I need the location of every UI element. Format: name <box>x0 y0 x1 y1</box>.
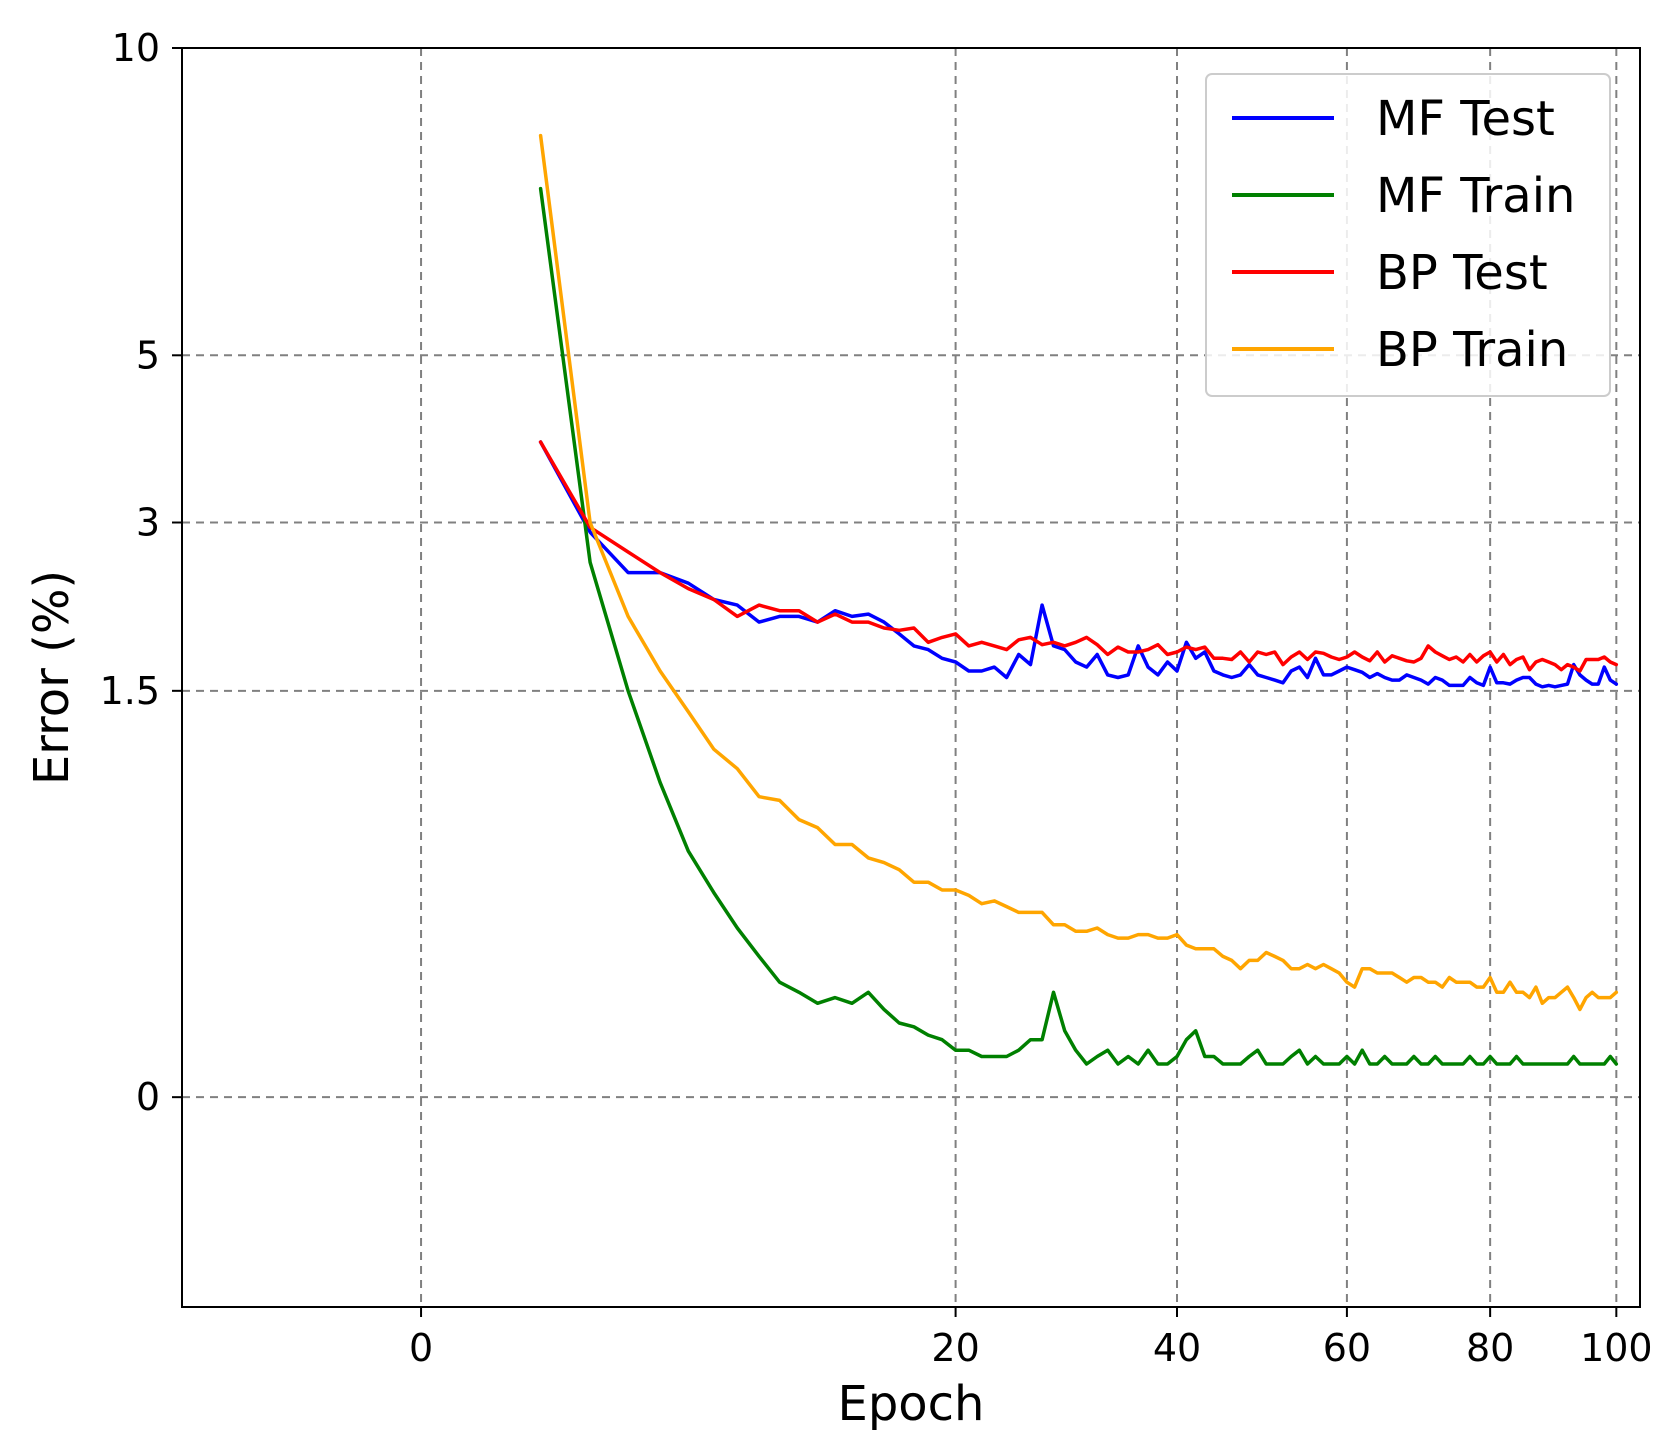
series-line-mf-test <box>538 440 1619 689</box>
x-tick-label: 40 <box>1153 1326 1201 1370</box>
y-tick-label: 10 <box>112 26 160 70</box>
y-tick-label: 3 <box>136 501 160 545</box>
y-tick-label: 0 <box>136 1075 160 1119</box>
series-line-bp-test <box>538 440 1619 673</box>
x-tick-label: 20 <box>931 1326 979 1370</box>
legend-label: BP Train <box>1376 322 1568 378</box>
plot-area-frame <box>181 47 1641 1308</box>
x-tick-label: 80 <box>1466 1326 1514 1370</box>
legend: MF Test MF Train BP Test BP Train <box>1205 73 1611 397</box>
legend-box <box>1205 73 1611 397</box>
series-line-bp-train <box>538 133 1619 1012</box>
x-axis-label: Epoch <box>838 1376 985 1432</box>
y-axis-label: Error (%) <box>24 570 80 785</box>
legend-label: MF Train <box>1376 168 1575 224</box>
x-tick-label: 100 <box>1580 1326 1653 1370</box>
legend-label: MF Test <box>1376 91 1555 147</box>
series-lines <box>538 133 1619 1066</box>
series-line-mf-train <box>538 186 1619 1066</box>
legend-label: BP Test <box>1376 245 1548 301</box>
x-tick-label: 60 <box>1323 1326 1371 1370</box>
y-tick-label: 5 <box>136 333 160 377</box>
axis-ticks: 0 20 40 60 80 100 0 1.5 3 5 10 <box>100 26 1653 1370</box>
x-tick-label: 0 <box>409 1326 433 1370</box>
y-tick-label: 1.5 <box>100 669 160 713</box>
